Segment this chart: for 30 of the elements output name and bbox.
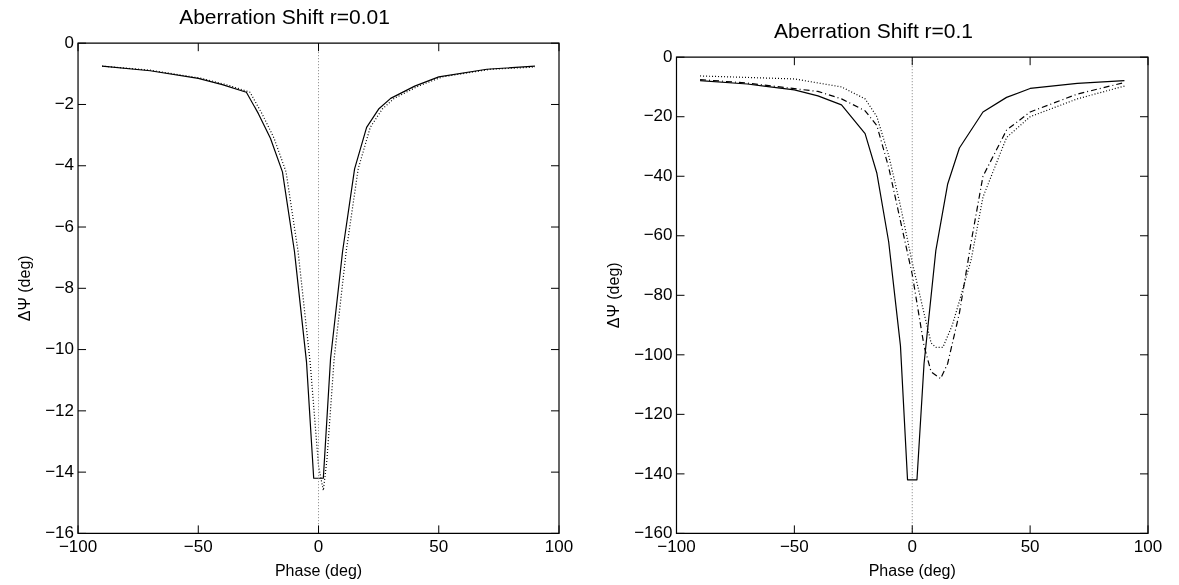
y-axis-title: ΔΨ (deg) xyxy=(605,262,623,329)
chart-title: Aberration Shift r=0.01 xyxy=(179,5,390,29)
y-tick-label: −80 xyxy=(643,284,673,304)
y-tick-label: −100 xyxy=(634,344,673,364)
y-tick-label: −4 xyxy=(54,155,75,175)
x-tick-label: 50 xyxy=(429,537,449,557)
x-axis-title: Phase (deg) xyxy=(274,561,363,579)
x-axis-title: Phase (deg) xyxy=(868,561,956,579)
y-tick-label: 0 xyxy=(663,46,673,66)
y-axis-title: ΔΨ (deg) xyxy=(16,255,34,322)
y-tick-label: 0 xyxy=(64,32,75,52)
x-tick-label: 100 xyxy=(1133,537,1163,557)
y-tick-label: −8 xyxy=(54,277,75,297)
x-tick-label: 50 xyxy=(1020,537,1040,557)
x-tick-label: −50 xyxy=(183,537,213,557)
x-tick-label: 0 xyxy=(907,537,917,557)
y-tick-label: −12 xyxy=(45,400,75,420)
x-tick-label: 0 xyxy=(313,537,324,557)
y-tick-label: −120 xyxy=(634,404,673,424)
y-tick-label: −2 xyxy=(54,94,75,114)
x-tick-label: −50 xyxy=(779,537,809,557)
y-tick-label: −140 xyxy=(634,463,673,483)
y-tick-label: −40 xyxy=(643,165,673,185)
chart-title: Aberration Shift r=0.1 xyxy=(773,19,974,43)
y-tick-label: −20 xyxy=(643,106,673,126)
y-tick-label: −6 xyxy=(54,216,75,236)
y-tick-label: −60 xyxy=(643,225,673,245)
x-tick-label: 100 xyxy=(544,537,574,557)
y-tick-label: −10 xyxy=(45,339,75,359)
y-tick-label: −14 xyxy=(45,461,75,481)
